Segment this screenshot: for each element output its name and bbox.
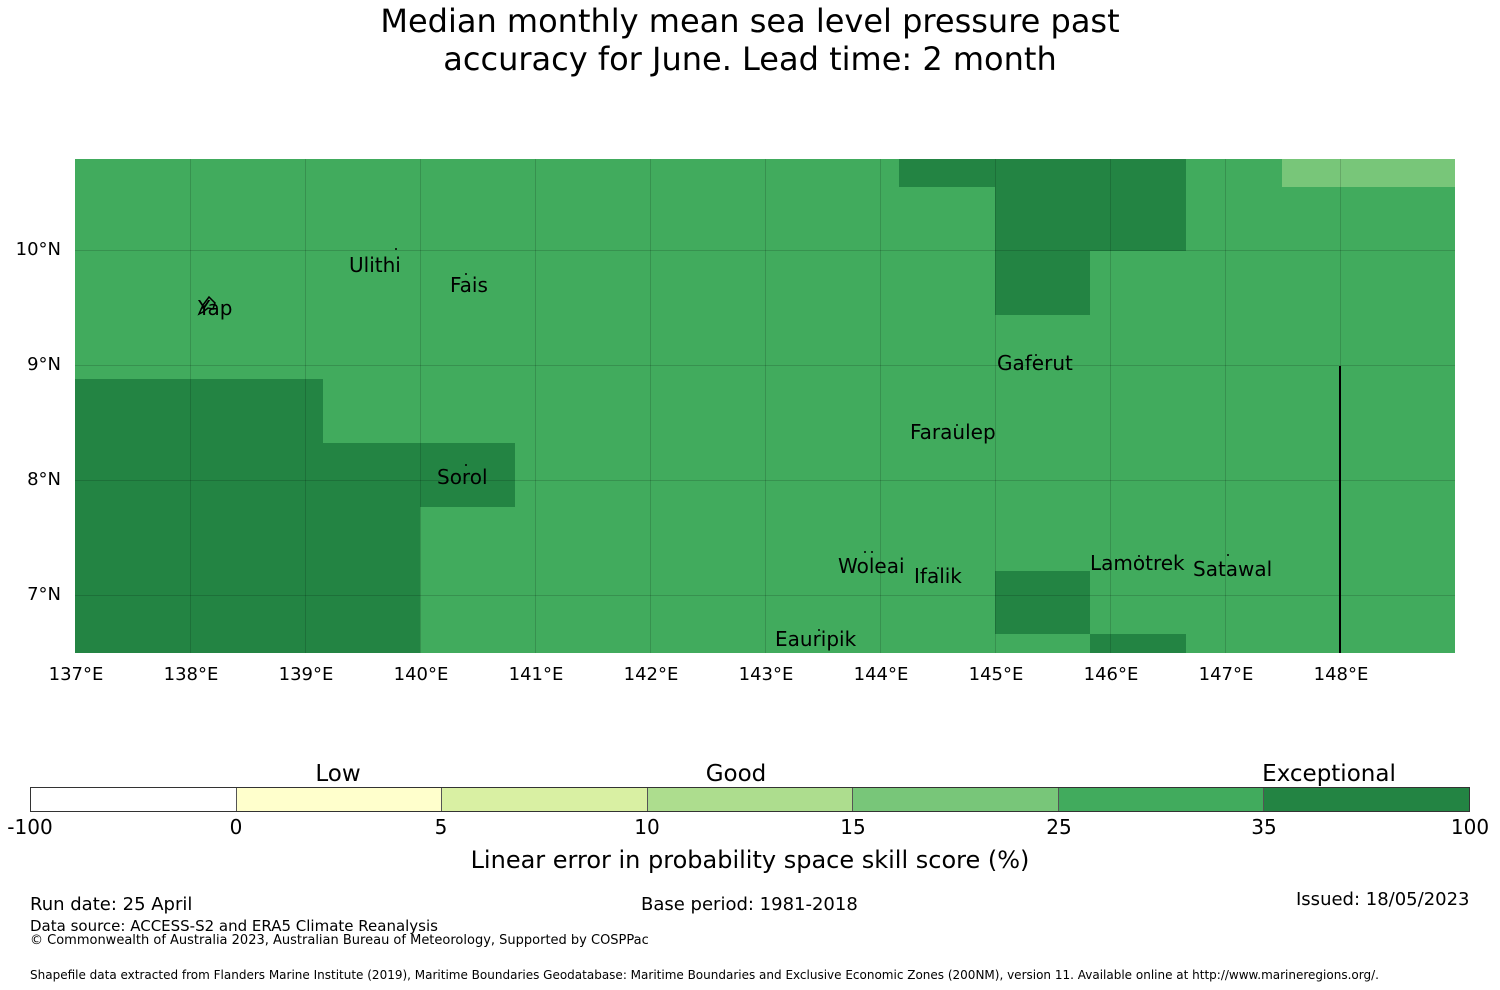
chart-title: Median monthly mean sea level pressure p…	[0, 2, 1500, 78]
skill-cell-exceptional	[995, 571, 1090, 634]
skill-cell-exceptional	[995, 159, 1186, 251]
base-period: Base period: 1981-2018	[641, 894, 858, 915]
colorbar-segment	[442, 788, 648, 811]
lat-label-8n: 8°N	[27, 469, 61, 490]
colorbar-segment	[236, 788, 443, 811]
colorbar-segment	[647, 788, 854, 811]
colorbar-segment	[1264, 788, 1470, 811]
skill-cell-exceptional	[420, 443, 515, 507]
lon-label-148e: 148°E	[1313, 664, 1369, 685]
lat-label-7n: 7°N	[27, 584, 61, 605]
place-label-sorol: Sorol	[437, 465, 488, 489]
skill-cell-exceptional	[75, 379, 323, 653]
shapefile-credit: Shapefile data extracted from Flanders M…	[30, 968, 1379, 982]
place-label-woleai: Woleai	[838, 554, 905, 578]
place-label-satawal: Satawal	[1193, 557, 1273, 581]
colorbar-segment	[31, 788, 237, 811]
lon-label-146e: 146°E	[1083, 664, 1139, 685]
skill-cell-exceptional	[995, 251, 1090, 315]
colorbar-tick: 35	[1251, 815, 1277, 839]
gridlines	[75, 159, 1455, 653]
lon-label-138e: 138°E	[163, 664, 219, 685]
skill-map	[75, 159, 1455, 653]
issued-date: Issued: 18/05/2023	[1296, 889, 1470, 910]
island-dots	[395, 248, 1229, 631]
colorbar-segment	[1058, 788, 1265, 811]
place-label-ifalik: Ifalik	[914, 564, 962, 588]
lon-label-139e: 139°E	[278, 664, 334, 685]
data-source: Data source: ACCESS-S2 and ERA5 Climate …	[30, 917, 438, 935]
run-date: Run date: 25 April	[30, 894, 193, 915]
lon-label-142e: 142°E	[623, 664, 679, 685]
lat-label-9n: 9°N	[27, 354, 61, 375]
skill-cell-good	[1282, 159, 1455, 187]
colorbar-tick: 0	[229, 815, 243, 839]
colorbar-segment	[853, 788, 1059, 811]
colorbar	[30, 787, 1470, 812]
place-label-gaferut: Gaferut	[997, 351, 1073, 375]
skill-map-svg	[75, 159, 1455, 653]
colorbar-category-exceptional: Exceptional	[1262, 761, 1396, 787]
lon-label-141e: 141°E	[508, 664, 564, 685]
place-label-faraulep: Faraulep	[910, 420, 996, 444]
colorbar-category-good: Good	[705, 761, 767, 787]
lon-label-137e: 137°E	[48, 664, 104, 685]
lon-label-143e: 143°E	[738, 664, 794, 685]
lon-label-147e: 147°E	[1198, 664, 1254, 685]
colorbar-tick: 25	[1046, 815, 1072, 839]
place-label-ulithi: Ulithi	[349, 253, 401, 277]
title-line-2: accuracy for June. Lead time: 2 month	[443, 40, 1057, 78]
place-label-yap: Yap	[198, 296, 233, 320]
yap-island-shape	[197, 295, 216, 316]
title-line-1: Median monthly mean sea level pressure p…	[380, 2, 1120, 40]
lon-label-144e: 144°E	[853, 664, 909, 685]
place-label-lamotrek: Lamotrek	[1090, 551, 1185, 575]
lon-label-140e: 140°E	[393, 664, 449, 685]
colorbar-category-low: Low	[315, 761, 361, 787]
skill-cell-exceptional	[323, 443, 420, 653]
colorbar-label: Linear error in probability space skill …	[470, 846, 1030, 874]
place-label-fais: Fais	[450, 273, 488, 297]
colorbar-tick: -100	[7, 815, 53, 839]
colorbar-tick: 15	[840, 815, 866, 839]
skill-cell-exceptional	[1090, 634, 1186, 653]
lat-label-10n: 10°N	[15, 239, 61, 260]
colorbar-tick: 5	[434, 815, 448, 839]
skill-cell-exceptional	[899, 159, 995, 187]
colorbar-tick: 10	[634, 815, 660, 839]
place-label-eauripik: Eauripik	[775, 627, 857, 651]
colorbar-tick: 100	[1450, 815, 1490, 839]
lon-label-145e: 145°E	[968, 664, 1024, 685]
copyright: © Commonwealth of Australia 2023, Austra…	[30, 933, 649, 948]
